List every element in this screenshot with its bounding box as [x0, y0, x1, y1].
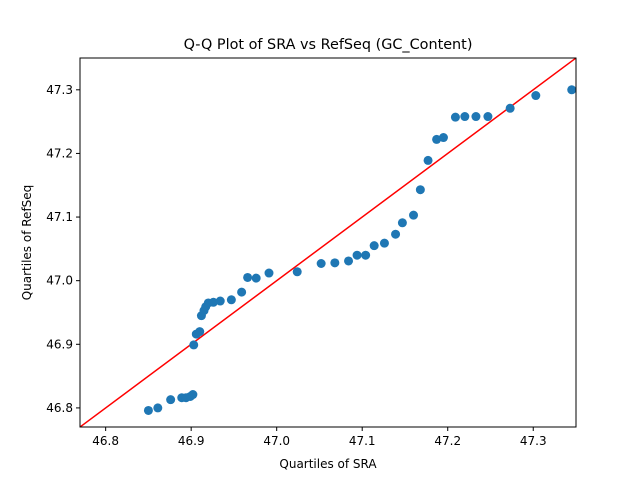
data-point: [379, 238, 389, 248]
data-point: [531, 91, 541, 101]
x-tick-label: 47.2: [434, 434, 461, 448]
chart-title: Q-Q Plot of SRA vs RefSeq (GC_Content): [184, 37, 473, 53]
data-point: [264, 268, 274, 278]
data-point: [505, 103, 515, 113]
plot-frame: [79, 57, 577, 428]
data-point: [330, 258, 340, 268]
y-tick-label: 47.3: [46, 83, 73, 97]
y-tick-label: 46.8: [46, 401, 73, 415]
y-tick-label: 47.2: [46, 146, 73, 160]
data-point: [344, 256, 354, 266]
y-axis-label: Quartiles of RefSeq: [20, 185, 34, 301]
data-point: [438, 133, 448, 143]
data-point: [460, 112, 470, 122]
data-point: [369, 241, 379, 251]
data-point: [423, 155, 433, 165]
data-point: [251, 273, 261, 283]
data-point: [166, 395, 176, 405]
data-point: [432, 134, 442, 144]
x-tick-label: 46.9: [178, 434, 205, 448]
data-point: [471, 112, 481, 122]
reference-line: [80, 58, 576, 427]
data-point: [195, 327, 205, 337]
data-point: [215, 296, 225, 306]
data-point: [188, 390, 198, 400]
x-tick-label: 47.1: [349, 434, 376, 448]
y-tick-label: 47.1: [46, 210, 73, 224]
data-point: [316, 258, 326, 268]
data-point: [243, 272, 253, 282]
data-point: [143, 405, 153, 415]
x-tick-label: 47.3: [520, 434, 547, 448]
x-tick-label: 47.0: [263, 434, 290, 448]
data-point: [352, 250, 362, 260]
x-tick-label: 46.8: [92, 434, 119, 448]
axis-ticks: 46.8 46.9 47.0 47.1 47.2 47.3 46.8 46.9 47.0 47.1…: [46, 83, 546, 448]
data-point: [391, 229, 401, 239]
plot-area: [80, 58, 576, 427]
data-point: [237, 287, 247, 297]
y-tick-label: 47.0: [46, 274, 73, 288]
data-point: [567, 85, 576, 95]
data-point: [450, 112, 460, 122]
data-point: [483, 112, 493, 122]
reference-line-group: [80, 58, 576, 427]
data-point: [409, 210, 419, 220]
data-point: [415, 185, 425, 195]
data-point: [292, 267, 302, 277]
data-points: [143, 85, 576, 415]
data-point: [226, 295, 236, 305]
data-point: [153, 403, 163, 413]
data-point: [189, 340, 199, 350]
data-point: [361, 250, 371, 260]
data-point: [397, 218, 407, 228]
data-point: [208, 297, 218, 307]
y-tick-label: 46.9: [46, 337, 73, 351]
x-axis-label: Quartiles of SRA: [279, 457, 377, 471]
